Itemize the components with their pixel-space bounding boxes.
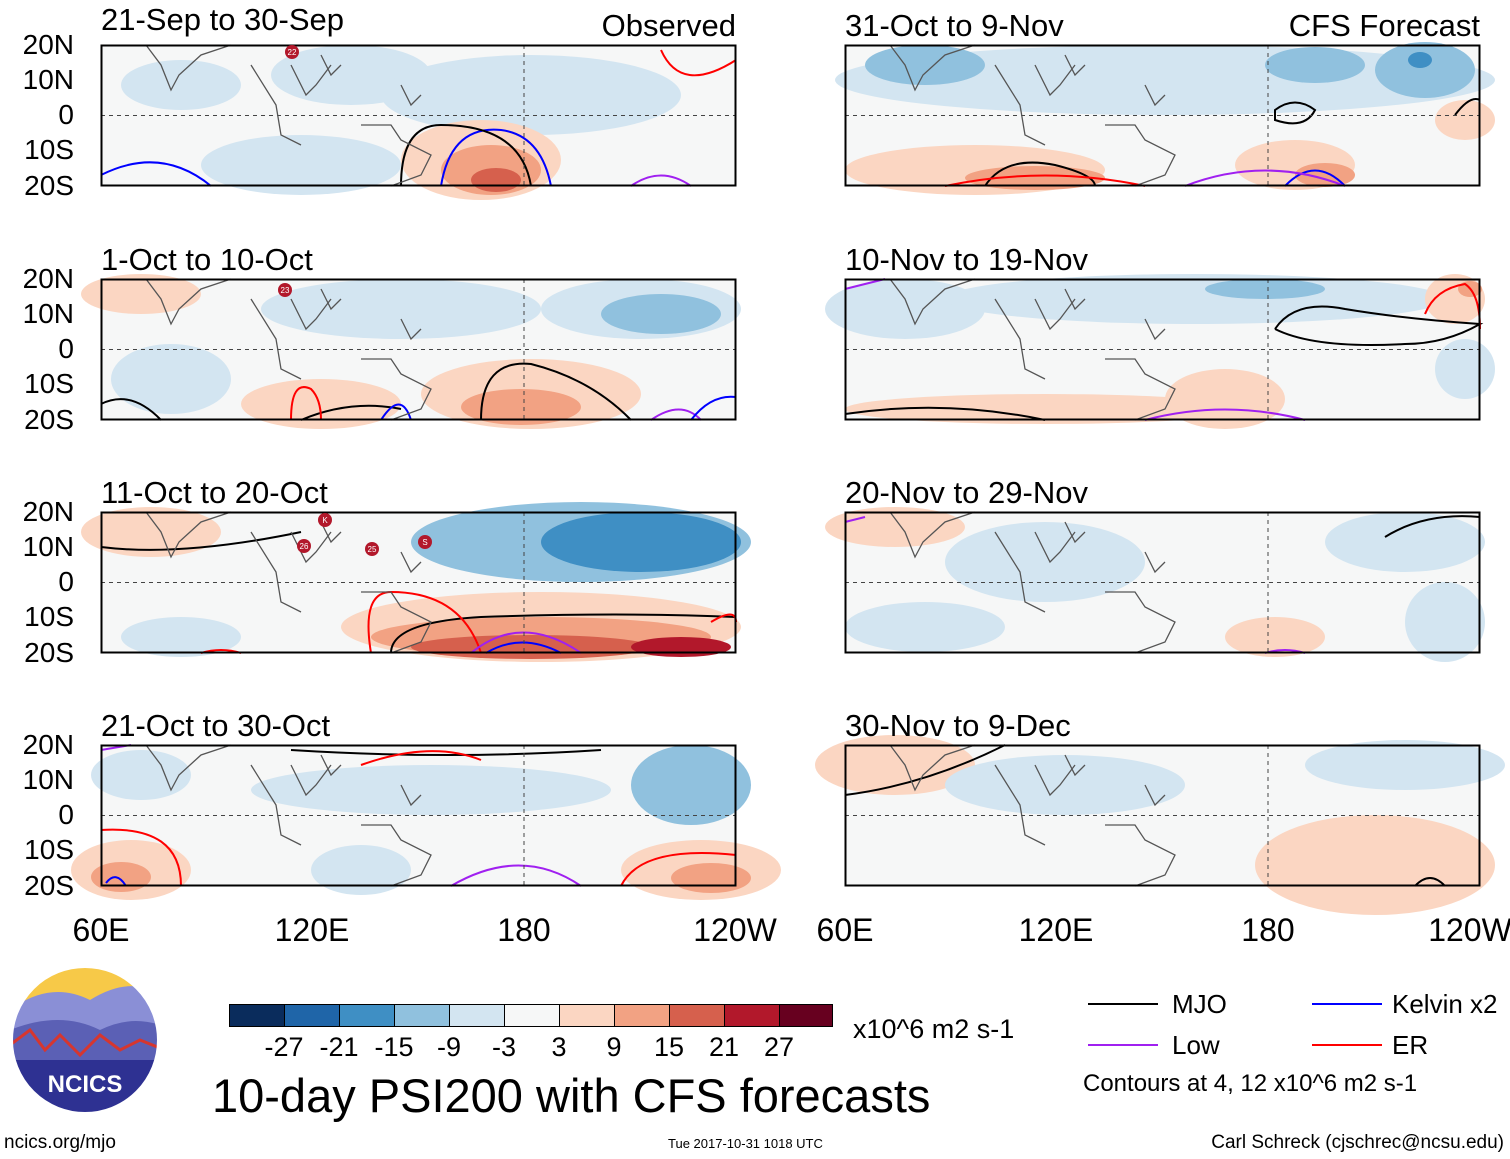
lat-label: 20N xyxy=(22,263,74,294)
lon-label: 120W xyxy=(693,912,777,948)
colorbar-label: -15 xyxy=(374,1032,414,1062)
colorbar-label: -9 xyxy=(436,1032,462,1062)
colorbar-label: -27 xyxy=(264,1032,304,1062)
map-panel-1-canvas xyxy=(100,44,737,200)
lon-label: 180 xyxy=(497,912,551,948)
colorbar-label: -3 xyxy=(491,1032,517,1062)
lat-label: 0 xyxy=(58,333,74,364)
lat-label: 20S xyxy=(24,870,74,901)
legend-label: MJO xyxy=(1172,989,1227,1019)
contours-note: Contours at 4, 12 x10^6 m2 s-1 xyxy=(1083,1070,1418,1097)
lat-label: 20N xyxy=(22,729,74,760)
map-panel-1: 21-Sep to 30-Sep Observed xyxy=(100,4,737,200)
lon-label: 120E xyxy=(1018,912,1094,948)
colorbar-swatch xyxy=(669,1004,725,1027)
colorbar-swatch xyxy=(724,1004,780,1027)
colorbar-swatch xyxy=(614,1004,670,1027)
colorbar-swatch xyxy=(229,1004,285,1027)
colorbar-label: 27 xyxy=(763,1032,795,1062)
footer-timestamp: Tue 2017-10-31 1018 UTC xyxy=(668,1136,823,1151)
map-panel-3-canvas xyxy=(81,502,751,662)
footer-left-link[interactable]: ncics.org/mjo xyxy=(4,1132,116,1153)
lat-label: 0 xyxy=(58,799,74,830)
panel-title: 30-Nov to 9-Dec xyxy=(845,708,1071,743)
lat-label: 0 xyxy=(58,566,74,597)
lat-label: 20S xyxy=(24,170,74,201)
footer-author: Carl Schreck (cjschrec@ncsu.edu) xyxy=(1211,1132,1504,1153)
panel-label: CFS Forecast xyxy=(1288,8,1480,43)
lat-label: 10N xyxy=(22,531,74,562)
lat-label: 10S xyxy=(24,834,74,865)
lat-label: 20N xyxy=(22,29,74,60)
logo-text: NCICS xyxy=(48,1071,123,1098)
lat-label: 10S xyxy=(24,368,74,399)
colorbar-label: -21 xyxy=(319,1032,359,1062)
legend-label: Low xyxy=(1172,1030,1220,1060)
lat-label: 10S xyxy=(24,134,74,165)
colorbar-label: 9 xyxy=(606,1032,622,1062)
colorbar-swatch xyxy=(559,1004,615,1027)
map-panel-4: 21-Oct to 30-Oct xyxy=(71,710,781,900)
lat-label: 20N xyxy=(22,496,74,527)
legend-line-kelvin xyxy=(1312,1003,1382,1005)
lat-label: 20S xyxy=(24,637,74,668)
map-panel-3: 11-Oct to 20-Oct xyxy=(81,477,751,662)
colorbar-label: 15 xyxy=(653,1032,685,1062)
lat-label: 10N xyxy=(22,64,74,95)
lat-label: 0 xyxy=(58,99,74,130)
panel-title: 11-Oct to 20-Oct xyxy=(101,475,328,510)
panel-title: 21-Sep to 30-Sep xyxy=(101,2,345,37)
panel-title: 31-Oct to 9-Nov xyxy=(845,8,1064,43)
panel-title: 20-Nov to 29-Nov xyxy=(845,475,1088,510)
map-panel-8-canvas xyxy=(815,735,1505,915)
lat-label: 20S xyxy=(24,404,74,435)
panel-title: 10-Nov to 19-Nov xyxy=(845,242,1088,277)
panel-title: 21-Oct to 30-Oct xyxy=(101,708,331,743)
legend-line-mjo xyxy=(1088,1003,1158,1005)
map-panel-7-canvas xyxy=(825,507,1485,662)
map-panel-8: 30-Nov to 9-Dec xyxy=(815,710,1505,915)
map-panel-6: 10-Nov to 19-Nov xyxy=(825,244,1495,429)
map-panel-6-canvas xyxy=(825,274,1495,429)
legend-label: ER xyxy=(1392,1030,1429,1060)
map-panel-5-canvas xyxy=(835,42,1495,195)
colorbar-swatch xyxy=(779,1004,833,1027)
legend-line-er xyxy=(1312,1044,1382,1046)
colorbar-swatch xyxy=(504,1004,560,1027)
map-panel-4-canvas xyxy=(71,744,781,900)
lat-label: 10N xyxy=(22,298,74,329)
lon-label: 180 xyxy=(1241,912,1295,948)
colorbar-label: 3 xyxy=(551,1032,567,1062)
lat-label: 10N xyxy=(22,764,74,795)
colorbar-swatch xyxy=(394,1004,450,1027)
lon-label: 60E xyxy=(72,912,130,948)
map-panel-2-canvas xyxy=(81,274,741,429)
panel-label: Observed xyxy=(601,8,736,43)
map-panel-7: 20-Nov to 29-Nov xyxy=(825,477,1485,662)
main-title: 10-day PSI200 with CFS forecasts xyxy=(212,1069,931,1122)
colorbar-label: 21 xyxy=(708,1032,740,1062)
lat-label: 10S xyxy=(24,601,74,632)
colorbar-swatch xyxy=(339,1004,395,1027)
legend-line-low xyxy=(1088,1044,1158,1046)
map-panel-2: 1-Oct to 10-Oct xyxy=(81,244,741,429)
colorbar-swatch xyxy=(284,1004,340,1027)
panel-title: 1-Oct to 10-Oct xyxy=(101,242,313,277)
colorbar-swatch xyxy=(449,1004,505,1027)
lon-label: 120E xyxy=(274,912,350,948)
colorbar-units: x10^6 m2 s-1 xyxy=(853,1014,1015,1044)
map-panel-5: 31-Oct to 9-Nov CFS Forecast xyxy=(835,10,1495,195)
legend-label: Kelvin x2 xyxy=(1392,989,1498,1019)
lon-label: 60E xyxy=(816,912,874,948)
lon-label: 120W xyxy=(1428,912,1510,948)
